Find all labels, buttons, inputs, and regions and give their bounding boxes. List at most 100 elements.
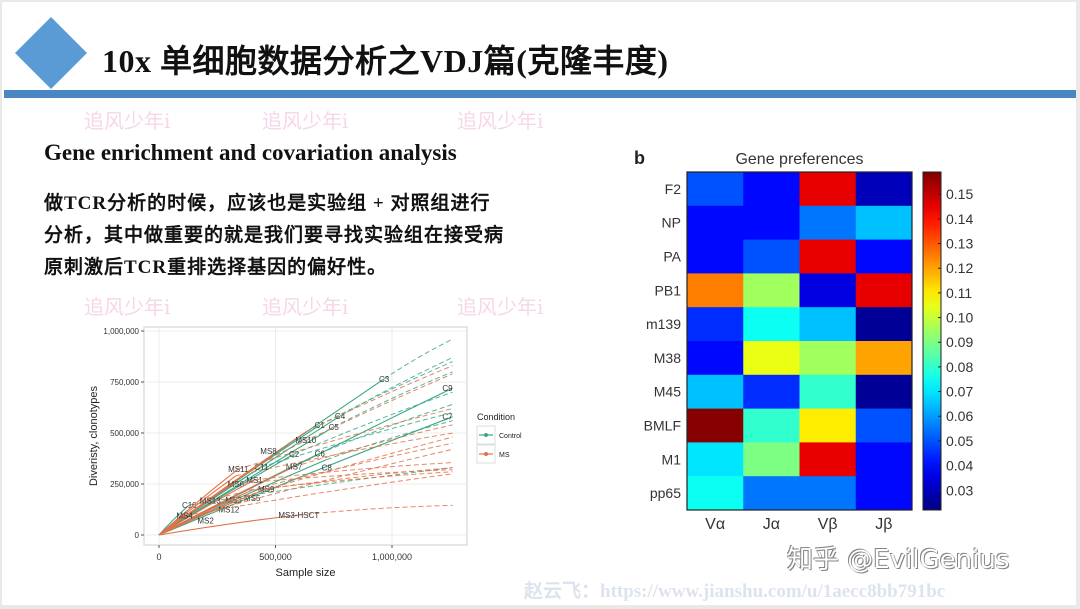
series-label: C4 bbox=[335, 412, 346, 421]
series-MS4 bbox=[158, 473, 453, 536]
heatmap-cell bbox=[799, 442, 857, 477]
slide-title: 10x 单细胞数据分析之VDJ篇(克隆丰度) bbox=[102, 43, 669, 79]
legend-label: MS bbox=[499, 452, 510, 459]
series-label: C9 bbox=[442, 384, 453, 393]
heatmap-frame bbox=[686, 171, 913, 511]
series-extrapolation bbox=[184, 473, 453, 517]
column-label: Jα bbox=[763, 516, 780, 533]
heatmap-cell bbox=[743, 341, 800, 376]
heatmap-cell bbox=[855, 239, 913, 274]
heatmap-cell bbox=[743, 374, 800, 410]
series-extrapolation bbox=[319, 361, 453, 426]
heatmap-cell bbox=[687, 374, 744, 410]
heatmap-cell bbox=[855, 476, 913, 511]
series-label: C2 bbox=[289, 450, 300, 459]
heatmap-cell bbox=[687, 205, 744, 241]
body-line: 做TCR分析的时候，应该也是实验组 + 对照组进行 bbox=[44, 193, 491, 214]
watermark: 追风少年i bbox=[84, 109, 171, 133]
legend-title: Condition bbox=[477, 412, 515, 422]
series-label: MS3-HSCT bbox=[278, 511, 319, 520]
section-title: Gene enrichment and covariation analysis bbox=[44, 140, 457, 165]
colorbar bbox=[922, 171, 942, 511]
series-label: MS6 bbox=[228, 480, 245, 489]
series-label: MS1 bbox=[246, 476, 263, 485]
column-label: Vα bbox=[705, 516, 725, 533]
series-label: C11 bbox=[254, 463, 269, 472]
series-extrapolation bbox=[305, 365, 453, 433]
series-label: MS7 bbox=[286, 463, 303, 472]
heatmap-cell bbox=[743, 239, 800, 274]
platform-watermark: 知乎 @EvilGenius bbox=[787, 545, 1010, 575]
colorbar-tick-label: 0.07 bbox=[946, 384, 973, 400]
series-label: MS4 bbox=[176, 512, 193, 521]
heatmap-cell bbox=[799, 341, 857, 376]
series-extrapolation bbox=[293, 391, 453, 455]
series-line bbox=[158, 515, 185, 536]
heatmap-cell bbox=[687, 307, 744, 342]
series-extrapolation bbox=[261, 412, 453, 468]
source-watermark: 赵云飞：https://www.jianshu.com/u/1aecc8bb79… bbox=[524, 581, 946, 602]
heatmap-cell bbox=[855, 205, 913, 241]
row-label: BMLF bbox=[644, 418, 681, 434]
series-extrapolation bbox=[268, 373, 453, 460]
series-extrapolation bbox=[326, 420, 453, 460]
gene-preferences-heatmap: b Gene preferences F2 NP PA PB1 m139 M38 M45 BMLF… bbox=[634, 148, 973, 533]
x-tick-label: 1,000,000 bbox=[372, 552, 412, 562]
heatmap-cell bbox=[855, 442, 913, 477]
panel-label: b bbox=[634, 148, 645, 168]
row-label: M1 bbox=[662, 451, 682, 467]
y-tick-label: 500,000 bbox=[110, 429, 139, 438]
watermark: 追风少年i bbox=[262, 295, 349, 319]
series-label: MS2 bbox=[197, 517, 214, 526]
series-line bbox=[158, 512, 206, 536]
watermark: 追风少年i bbox=[457, 295, 544, 319]
series-label: MS5 bbox=[244, 494, 261, 503]
colorbar-tick-label: 0.10 bbox=[946, 310, 973, 326]
heatmap-cell bbox=[687, 408, 744, 443]
colorbar-tick-label: 0.11 bbox=[946, 285, 972, 301]
series-label: C3 bbox=[379, 375, 390, 384]
series-extrapolation bbox=[339, 357, 453, 417]
column-label: Vβ bbox=[818, 516, 838, 533]
heatmap-cell bbox=[799, 205, 857, 241]
row-label: NP bbox=[662, 215, 681, 231]
series-label: C10 bbox=[182, 501, 197, 510]
colorbar-tick-label: 0.15 bbox=[946, 186, 973, 202]
y-tick-label: 1,000,000 bbox=[103, 327, 139, 336]
heatmap-cell bbox=[855, 273, 913, 308]
heatmap-cell bbox=[799, 307, 857, 342]
heatmap-cell bbox=[743, 476, 800, 511]
series-MS2 bbox=[158, 448, 453, 536]
series-label: C6 bbox=[315, 449, 326, 458]
y-tick-label: 0 bbox=[135, 531, 140, 540]
series-extrapolation bbox=[298, 504, 453, 516]
colorbar-tick-label: 0.14 bbox=[946, 211, 973, 227]
heatmap-cell bbox=[855, 374, 913, 410]
heatmap-cell bbox=[799, 374, 857, 410]
series-label: MS8 bbox=[260, 447, 277, 456]
diamond-icon bbox=[15, 17, 87, 89]
series-label: MS9 bbox=[258, 485, 275, 494]
heatmap-cell bbox=[743, 408, 800, 443]
series-line bbox=[158, 514, 299, 536]
heatmap-cell bbox=[687, 172, 744, 207]
series-extrapolation bbox=[228, 436, 453, 502]
heatmap-cell bbox=[687, 476, 744, 511]
heatmap-cell bbox=[799, 476, 857, 511]
series-label: MS11 bbox=[228, 465, 249, 474]
y-axis-label: Diveristy, clonotypes bbox=[88, 385, 100, 486]
series-extrapolation bbox=[333, 371, 453, 428]
row-label: PB1 bbox=[655, 282, 682, 298]
heatmap-cell bbox=[687, 239, 744, 274]
legend-label: Control bbox=[499, 433, 522, 440]
series-extrapolation bbox=[383, 338, 453, 380]
heatmap-cell bbox=[799, 408, 857, 443]
column-label: Jβ bbox=[875, 516, 892, 533]
watermark: 追风少年i bbox=[84, 295, 171, 319]
series-extrapolation bbox=[233, 469, 453, 485]
body-text: 做TCR分析的时候，应该也是实验组 + 对照组进行 分析，其中做重要的就是我们要… bbox=[44, 188, 584, 284]
colorbar-tick-label: 0.03 bbox=[946, 482, 973, 498]
heatmap-cell bbox=[855, 408, 913, 443]
row-label: F2 bbox=[665, 181, 682, 197]
watermark: 追风少年i bbox=[262, 109, 349, 133]
